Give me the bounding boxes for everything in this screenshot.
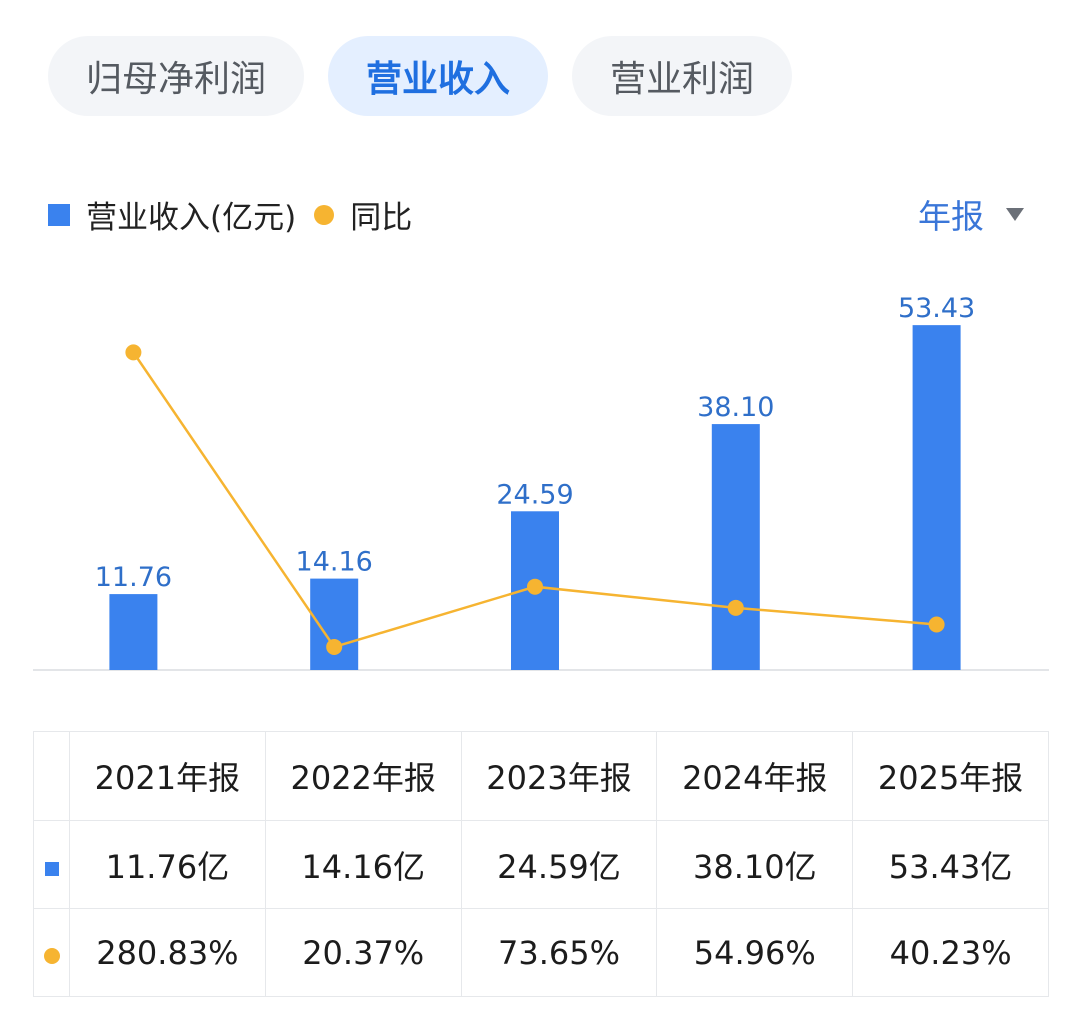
line-series-icon [43,947,60,964]
yoy-point [527,578,543,595]
yoy-point [928,616,945,633]
table-cell: 24.59亿 [460,820,658,909]
table-cell: 53.43亿 [852,820,1049,909]
table-cell: 14.16亿 [264,820,462,909]
yoy-point [125,344,142,361]
table-cell: 40.23% [852,908,1049,997]
bar-legend-label: 营业收入(亿元) [86,200,297,236]
table-header-cell: 2021年报 [69,731,266,821]
table-row-yoy: 280.83% 20.37% 73.65% 54.96% 40.23% [33,908,1049,997]
revenue-row-marker [33,820,70,909]
table-header-cell: 2022年报 [264,731,462,821]
table-header-cell: 2025年报 [852,731,1049,821]
chart-legend: 营业收入(亿元) 同比 [48,192,412,237]
revenue-bar [711,424,760,670]
table-header-cell: 2024年报 [656,731,854,821]
table-cell: 11.76亿 [69,820,266,909]
tab-revenue[interactable]: 营业收入 [328,36,549,116]
line-legend-label: 同比 [350,200,413,236]
bar-value-label: 53.43 [898,293,975,324]
table-header-cell: 2023年报 [460,731,658,821]
yoy-point [326,638,343,655]
bar-value-label: 24.59 [496,479,573,510]
revenue-bar [912,325,961,670]
table-cell: 280.83% [69,908,266,997]
revenue-bar [109,594,158,670]
bar-value-label: 38.10 [697,392,774,423]
caret-down-icon [1006,207,1024,221]
bar-legend-icon [48,203,70,226]
period-selector[interactable]: 年报 [918,190,1024,238]
data-table: 2021年报 2022年报 2023年报 2024年报 2025年报 11.76… [33,731,1049,997]
yoy-row-marker [33,908,70,997]
table-cell: 54.96% [656,908,854,997]
period-selector-label: 年报 [918,197,984,236]
bar-value-label: 11.76 [95,562,172,593]
metric-tabs: 归母净利润 营业收入 营业利润 [48,36,793,116]
yoy-point [727,599,744,616]
tab-net-profit[interactable]: 归母净利润 [48,36,305,116]
table-cell: 20.37% [264,908,462,997]
bar-value-label: 14.16 [296,547,373,578]
revenue-chart: 11.76 14.16 24.59 38.10 53.43 [33,293,1049,671]
table-header-row: 2021年报 2022年报 2023年报 2024年报 2025年报 [33,731,1049,821]
bar-series-icon [44,861,59,876]
line-legend-icon [314,204,335,225]
table-cell: 38.10亿 [656,820,854,909]
table-corner-cell [33,731,70,821]
table-cell: 73.65% [460,908,658,997]
tab-operating-profit[interactable]: 营业利润 [572,36,793,116]
table-row-revenue: 11.76亿 14.16亿 24.59亿 38.10亿 53.43亿 [33,820,1049,909]
